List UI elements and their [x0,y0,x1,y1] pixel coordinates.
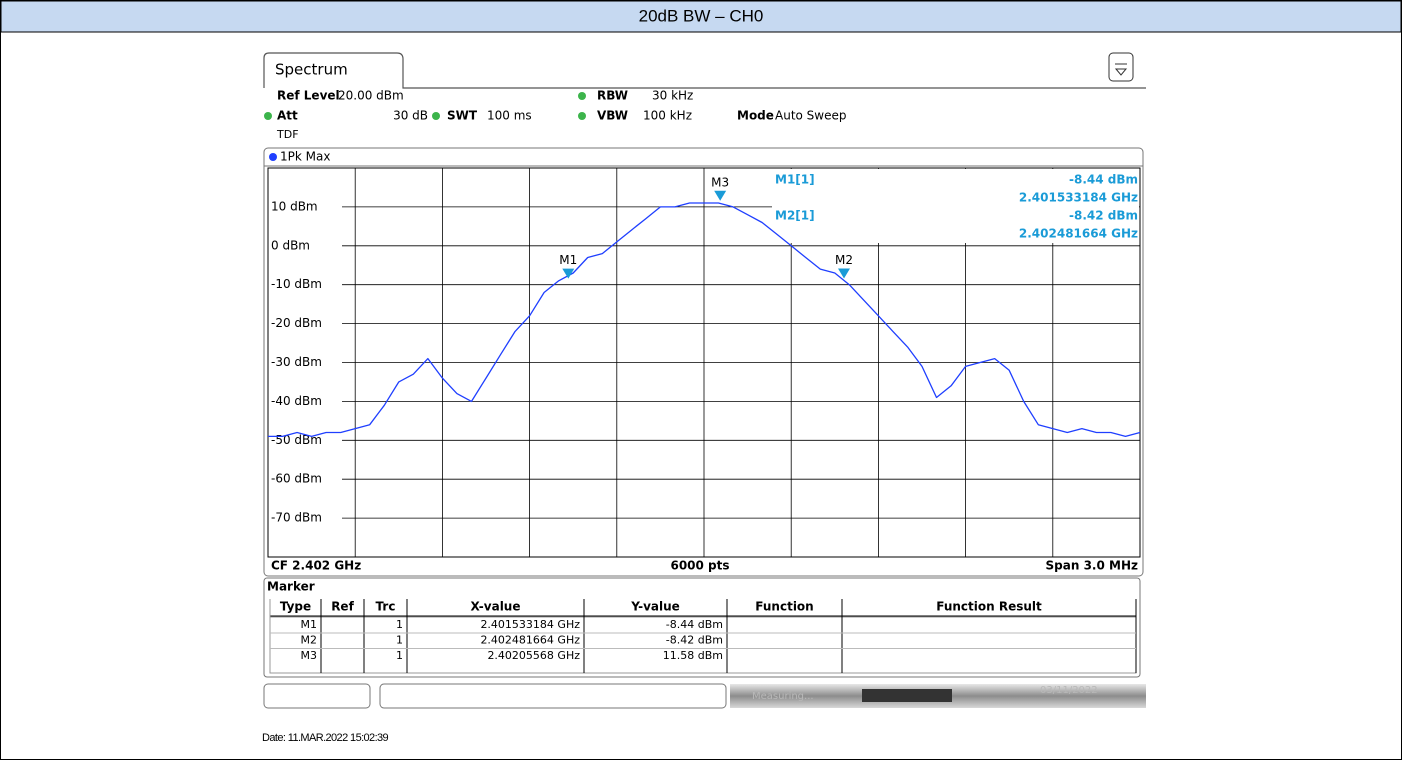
table-header: Function [755,600,813,614]
readout-frequency: 2.402481664 GHz [1019,227,1138,241]
table-cell: M2 [301,634,318,647]
menu-icon[interactable] [1108,52,1134,82]
setting-value: Auto Sweep [775,109,847,123]
span-label: Span 3.0 MHz [1046,559,1138,573]
y-tick-label: 10 dBm [271,199,318,213]
setting-label: Ref Level [277,89,340,103]
readout-value: -8.42 dBm [1069,209,1138,223]
table-cell: 1 [396,618,403,631]
readout-label: M1[1] [775,173,815,187]
progress-indicator [862,689,952,702]
trace-indicator [269,153,277,161]
readout-label: M2[1] [775,209,815,223]
status-box [263,683,371,709]
tab-outline [263,52,1146,89]
setting-value: 30 dB [393,109,428,123]
setting-value: 100 kHz [643,109,692,123]
cf-label: CF 2.402 GHz [271,559,361,573]
menu-icon-glyph [1114,63,1128,76]
table-cell: 2.401533184 GHz [480,618,580,631]
marker-panel-title: Marker [267,580,315,594]
indicator [432,112,440,120]
status-box [379,683,727,709]
indicator [578,92,586,100]
readout-frequency: 2.401533184 GHz [1019,191,1138,205]
table-header: Function Result [936,600,1042,614]
table-cell: 1 [396,649,403,662]
setting-value: 100 ms [487,109,532,123]
y-tick-label: -40 dBm [271,394,322,408]
y-tick-label: -60 dBm [271,472,322,486]
trace [268,202,1141,438]
marker-panel [263,577,1141,678]
setting-label: Att [277,109,298,123]
marker-triangle [714,190,727,201]
indicator [578,112,586,120]
table-cell: -8.42 dBm [666,634,723,647]
setting-value: 20.00 dBm [338,89,404,103]
setting-label: VBW [597,109,628,123]
marker-label: M3 [711,175,729,189]
header-title: 20dB BW – CH0 [639,6,764,25]
y-tick-label: 0 dBm [271,238,310,252]
status-date: 03/11/2022 [1040,685,1098,696]
plot: 10 dBm 0 dBm -10 dBm -20 dBm -30 dBm -40 dBm -… [268,168,1141,557]
table-cell: 2.40205568 GHz [487,649,580,662]
trace-label: 1Pk Max [280,150,330,164]
setting-label: RBW [597,89,628,103]
table-header: Y-value [630,600,680,614]
tdf-label: TDF [276,128,299,141]
capture-date: Date: 11.MAR.2022 15:02:39 [262,732,389,744]
readout-value: -8.44 dBm [1069,173,1138,187]
tab-label[interactable]: Spectrum [275,61,348,79]
y-tick-label: -50 dBm [271,433,322,447]
marker-label: M2 [835,253,853,267]
indicator [264,112,272,120]
table-cell: 2.402481664 GHz [480,634,580,647]
points-label: 6000 pts [670,559,729,573]
marker-triangle [838,268,851,279]
y-tick-label: -20 dBm [271,316,322,330]
table-header: Type [280,600,311,614]
table-cell: 11.58 dBm [663,649,723,662]
marker-triangle [562,268,575,279]
table-cell: M1 [301,618,318,631]
table-header: X-value [471,600,521,614]
readout-background [772,169,1139,243]
setting-label: SWT [447,109,478,123]
marker-table: Type Ref Trc X-value Y-value Function Function… [269,599,1137,674]
marker-label: M1 [559,253,577,267]
status-state: Measuring... [752,691,814,702]
table-header: Trc [376,600,396,614]
table-cell: -8.44 dBm [666,618,723,631]
table-cell: 1 [396,634,403,647]
header-bar [0,0,1402,33]
setting-label: Mode [737,109,774,123]
table-header: Ref [331,600,354,614]
y-tick-label: -70 dBm [271,511,322,525]
setting-value: 30 kHz [652,89,693,103]
y-tick-label: -10 dBm [271,277,322,291]
y-tick-label: -30 dBm [271,355,322,369]
table-cell: M3 [301,649,318,662]
